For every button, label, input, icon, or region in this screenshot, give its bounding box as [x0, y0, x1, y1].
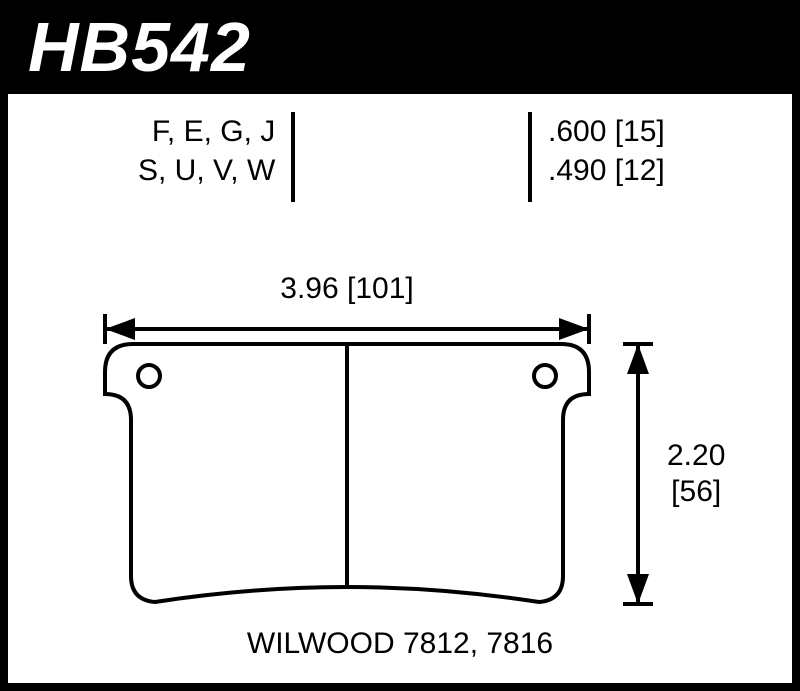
- diagram-container: HB542 F, E, G, J S, U, V, W .600 [15] .4…: [0, 0, 800, 691]
- width-arrow-icon: [103, 314, 591, 344]
- height-line2: [56]: [667, 474, 725, 510]
- compounds-line2: S, U, V, W: [138, 151, 275, 190]
- width-dimension: 3.96 [101]: [103, 272, 591, 344]
- height-label: 2.20 [56]: [667, 438, 725, 510]
- body-area: F, E, G, J S, U, V, W .600 [15] .490 [12…: [8, 94, 792, 683]
- footer-label: WILWOOD 7812, 7816: [8, 627, 792, 661]
- thickness-line1: .600 [15]: [548, 112, 665, 151]
- spec-block-compounds: F, E, G, J S, U, V, W: [138, 112, 295, 202]
- spec-divider-left: [291, 112, 295, 202]
- spec-text-thickness: .600 [15] .490 [12]: [532, 112, 665, 190]
- height-arrow-icon: [623, 342, 653, 606]
- height-dimension: 2.20 [56]: [623, 342, 725, 606]
- width-label: 3.96 [101]: [103, 272, 591, 306]
- spec-block-thickness: .600 [15] .490 [12]: [528, 112, 665, 202]
- part-number: HB542: [28, 12, 772, 82]
- compounds-line1: F, E, G, J: [138, 112, 275, 151]
- height-arrow-wrap: [623, 342, 653, 606]
- height-line1: 2.20: [667, 438, 725, 474]
- spec-text-compounds: F, E, G, J S, U, V, W: [138, 112, 291, 190]
- brake-pad-outline-icon: [103, 342, 591, 606]
- thickness-line2: .490 [12]: [548, 151, 665, 190]
- header-bar: HB542: [8, 8, 792, 94]
